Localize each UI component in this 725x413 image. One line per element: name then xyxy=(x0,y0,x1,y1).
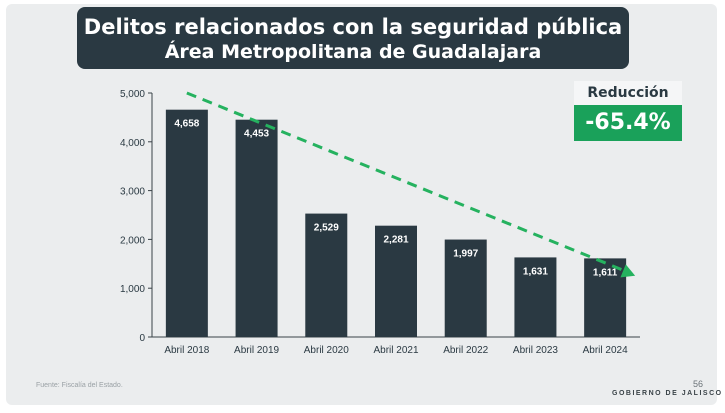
bar-value-label: 2,281 xyxy=(383,235,408,246)
reduction-label: Reducción xyxy=(574,81,682,105)
bar-value-label: 1,631 xyxy=(523,266,548,277)
y-tick-label: 5,000 xyxy=(120,89,145,100)
chart-subtitle: Área Metropolitana de Guadalajara xyxy=(164,41,542,63)
y-tick-label: 4,000 xyxy=(120,138,145,149)
bar xyxy=(165,109,208,337)
reduction-badge: Reducción -65.4% xyxy=(574,81,682,141)
reduction-value: -65.4% xyxy=(574,105,682,141)
y-tick-label: 0 xyxy=(139,333,145,344)
title-box: Delitos relacionados con la seguridad pú… xyxy=(77,7,629,69)
bar-value-label: 1,997 xyxy=(453,249,478,260)
bar xyxy=(514,257,557,337)
bar xyxy=(305,213,348,337)
bar-value-label: 2,529 xyxy=(314,223,339,234)
bar xyxy=(235,119,278,337)
trend-arrowhead xyxy=(620,264,636,278)
jalisco-logo: GOBIERNO DE JALISCO xyxy=(612,390,723,397)
bar xyxy=(444,239,487,337)
bar xyxy=(584,258,627,337)
x-tick-label: Abril 2024 xyxy=(583,345,628,356)
bar-value-label: 1,611 xyxy=(593,267,618,278)
slide-background xyxy=(6,4,717,405)
page-number: 56 xyxy=(693,379,704,389)
x-tick-label: Abril 2021 xyxy=(373,345,418,356)
source-note: Fuente: Fiscalía del Estado. xyxy=(36,382,123,389)
x-tick-label: Abril 2023 xyxy=(513,345,558,356)
bar xyxy=(375,225,417,337)
x-tick-label: Abril 2022 xyxy=(443,345,488,356)
bar-value-label: 4,453 xyxy=(244,129,269,140)
x-tick-label: Abril 2019 xyxy=(234,345,279,356)
bar-value-label: 4,658 xyxy=(174,119,199,130)
trend-line xyxy=(186,91,628,274)
y-tick-label: 2,000 xyxy=(120,235,145,246)
chart-title: Delitos relacionados con la seguridad pú… xyxy=(83,15,623,39)
x-tick-label: Abril 2020 xyxy=(304,345,349,356)
y-tick-label: 3,000 xyxy=(120,187,145,198)
y-tick-label: 1,000 xyxy=(120,284,145,295)
x-tick-label: Abril 2018 xyxy=(164,345,209,356)
